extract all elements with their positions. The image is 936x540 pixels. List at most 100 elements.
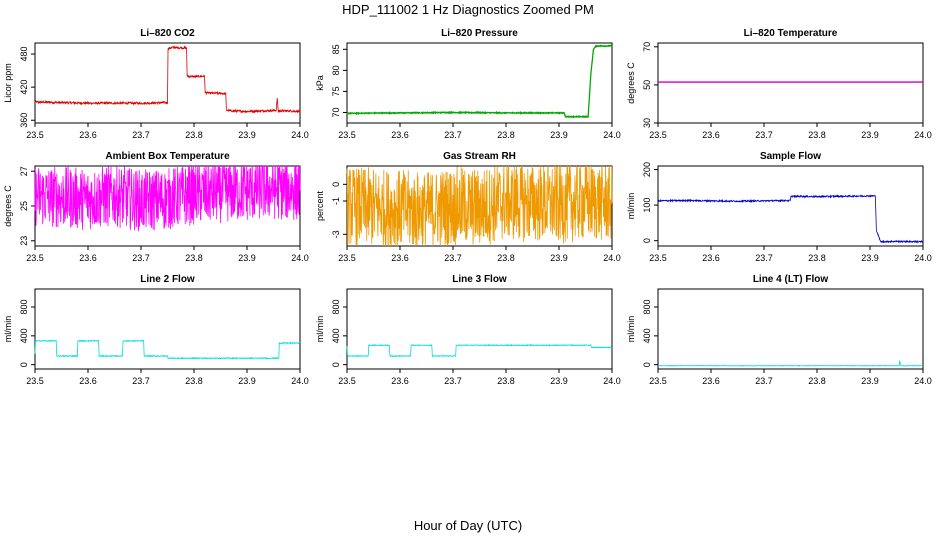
y-axis-label: ml/min (626, 193, 636, 220)
x-tick-label: 23.6 (391, 376, 409, 386)
y-tick-label: 0 (642, 362, 652, 367)
x-tick-label: 23.6 (391, 130, 409, 140)
y-tick-label: 30 (642, 118, 652, 128)
chart-title: Line 2 Flow (140, 274, 195, 285)
y-tick-label: 200 (642, 162, 652, 177)
chart-title: Li–820 Temperature (744, 28, 838, 39)
plot-frame (346, 288, 613, 370)
x-tick-label: 23.8 (808, 376, 826, 386)
y-axis-label: kPa (315, 75, 325, 91)
chart-panel-8: Line 3 Flow 23.5 23.6 23.7 23.8 23.9 24.0 0 400 8… (315, 274, 621, 386)
x-tick-label: 23.9 (550, 376, 568, 386)
y-tick-label: -3 (331, 230, 341, 238)
plot-frame (34, 42, 301, 124)
x-tick-label: 23.7 (444, 130, 462, 140)
y-tick-label: 0 (331, 362, 341, 367)
x-tick-label: 24.0 (291, 376, 309, 386)
y-axis-label: degrees C (3, 185, 13, 227)
x-tick-label: 23.9 (861, 130, 879, 140)
x-tick-label: 24.0 (603, 376, 621, 386)
data-series-line (657, 194, 924, 244)
chart-title: Line 3 Flow (452, 274, 507, 285)
y-axis-label: ml/min (315, 316, 325, 343)
x-tick-label: 23.9 (550, 253, 568, 263)
y-tick-label: 420 (19, 80, 29, 95)
chart-panel-1: Li–820 CO2 23.5 23.6 23.7 23.8 23.9 24.0 360 420… (3, 28, 309, 140)
y-axis-label: percent (315, 190, 325, 221)
x-tick-label: 23.7 (755, 376, 773, 386)
x-tick-label: 23.5 (649, 376, 667, 386)
y-tick-label: 70 (331, 107, 341, 117)
x-tick-label: 23.6 (391, 253, 409, 263)
x-tick-label: 23.8 (808, 130, 826, 140)
x-tick-label: 23.8 (808, 253, 826, 263)
chart-title: Li–820 Pressure (441, 28, 518, 39)
x-tick-label: 23.8 (497, 376, 515, 386)
x-tick-label: 23.7 (132, 130, 150, 140)
y-tick-label: 100 (642, 198, 652, 213)
y-tick-label: 480 (19, 47, 29, 62)
data-series-line (346, 343, 613, 358)
x-tick-label: 23.5 (26, 130, 44, 140)
x-tick-label: 24.0 (914, 253, 932, 263)
plot-frame (34, 288, 301, 370)
x-tick-label: 24.0 (603, 130, 621, 140)
x-tick-label: 23.5 (338, 376, 356, 386)
x-tick-label: 24.0 (603, 253, 621, 263)
chart-panel-3: Li–820 Temperature 23.5 23.6 23.7 23.8 23.9 24… (626, 28, 932, 140)
y-axis-label: ml/min (626, 316, 636, 343)
plot-frame (657, 288, 924, 370)
y-tick-label: 400 (19, 328, 29, 343)
x-tick-label: 23.7 (444, 376, 462, 386)
y-tick-label: 23 (19, 236, 29, 246)
chart-panel-2: Li–820 Pressure 23.5 23.6 23.7 23.8 23.9 24.0 7… (315, 28, 621, 140)
x-axis-label: Hour of Day (UTC) (413, 518, 523, 533)
chart-panel-4: Ambient Box Temperature 23.5 23.6 23.7 23.8 2… (3, 151, 309, 263)
data-series-line (34, 45, 301, 114)
chart-title: Ambient Box Temperature (105, 151, 230, 162)
chart-panel-7: Line 2 Flow 23.5 23.6 23.7 23.8 23.9 24.0 0 400 8… (3, 274, 309, 386)
y-axis-label: ml/min (3, 316, 13, 343)
x-tick-label: 23.7 (132, 253, 150, 263)
x-tick-label: 23.6 (79, 130, 97, 140)
chart-panel-6: Sample Flow 23.5 23.6 23.7 23.8 23.9 24.0 0 100 2… (626, 151, 932, 263)
x-tick-label: 23.8 (185, 253, 203, 263)
x-tick-label: 23.7 (444, 253, 462, 263)
chart-panel-5: Gas Stream RH 23.5 23.6 23.7 23.8 23.9 24.0 -3 -… (315, 151, 621, 263)
x-tick-label: 23.9 (861, 376, 879, 386)
y-tick-label: 80 (331, 65, 341, 75)
x-tick-label: 23.8 (185, 130, 203, 140)
plot-frame (657, 42, 924, 124)
y-tick-label: -1 (331, 197, 341, 205)
data-series-line (346, 165, 613, 247)
plot-frame (346, 42, 613, 124)
y-tick-label: 800 (331, 300, 341, 315)
y-tick-label: 800 (19, 300, 29, 315)
y-tick-label: 400 (642, 328, 652, 343)
y-tick-label: 360 (19, 113, 29, 128)
x-tick-label: 24.0 (914, 376, 932, 386)
data-series-line (34, 164, 301, 232)
x-tick-label: 23.9 (238, 253, 256, 263)
chart-title: Sample Flow (760, 151, 821, 162)
x-tick-label: 23.6 (79, 376, 97, 386)
data-series-line (346, 44, 613, 119)
x-tick-label: 23.7 (755, 253, 773, 263)
x-tick-label: 23.8 (497, 130, 515, 140)
y-tick-label: 50 (642, 80, 652, 90)
y-tick-label: 27 (19, 166, 29, 176)
x-tick-label: 24.0 (291, 130, 309, 140)
x-tick-label: 23.9 (861, 253, 879, 263)
x-tick-label: 23.5 (26, 376, 44, 386)
data-series-line (34, 339, 301, 360)
plot-frame (346, 165, 613, 247)
x-tick-label: 23.6 (702, 130, 720, 140)
x-tick-label: 23.9 (238, 376, 256, 386)
chart-title: Gas Stream RH (443, 151, 516, 162)
x-tick-label: 23.7 (132, 376, 150, 386)
y-tick-label: 800 (642, 300, 652, 315)
y-tick-label: 0 (19, 362, 29, 367)
x-tick-label: 23.5 (338, 130, 356, 140)
chart-title: Line 4 (LT) Flow (753, 274, 829, 285)
